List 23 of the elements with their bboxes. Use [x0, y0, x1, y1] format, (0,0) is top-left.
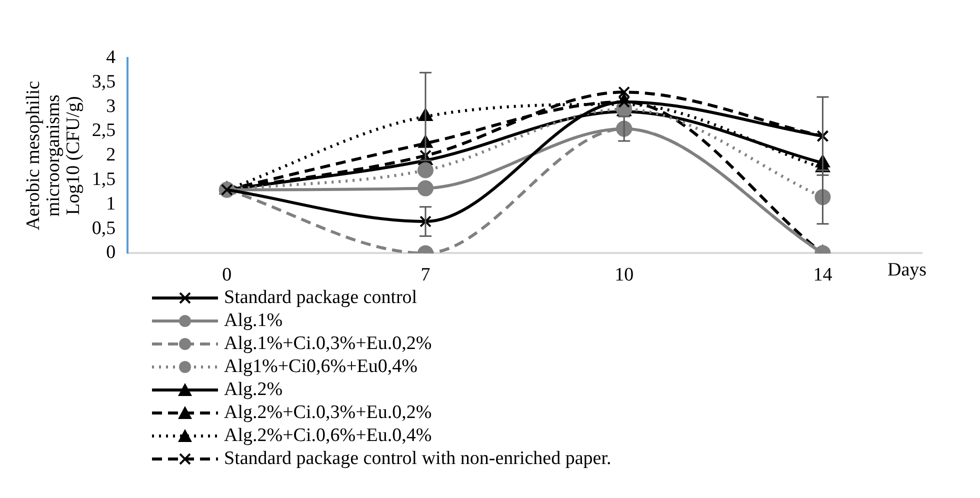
y-tick-label: 3 — [106, 96, 116, 117]
legend-label: Alg.1%+Ci.0,3%+Eu.0,2% — [224, 332, 432, 355]
legend-label: Alg1%+Ci0,6%+Eu0,4% — [224, 355, 418, 378]
x-tick-label: 14 — [813, 264, 833, 286]
y-tick-label: 0 — [106, 242, 116, 264]
legend-label: Alg.2%+Ci.0,6%+Eu.0,4% — [224, 424, 432, 447]
legend-label: Standard package control — [224, 286, 418, 309]
y-axis-title: Aerobic mesophilic microorganisms Log10 (CFU/g) — [22, 80, 84, 230]
legend-label: Alg.2% — [224, 378, 283, 401]
y-tick-label: 2,5 — [92, 120, 116, 142]
y-tick-label: 2 — [106, 144, 116, 166]
y-tick-label: 3,5 — [92, 71, 116, 92]
y-tick-label: 1 — [106, 193, 116, 214]
legend-label: Standard package control with non-enriched paper. — [224, 447, 612, 470]
x-tick-label: 10 — [614, 264, 634, 286]
y-tick-label: 0,5 — [92, 218, 116, 239]
y-tick-label: 4 — [106, 46, 116, 68]
legend-label: Alg.2%+Ci.0,3%+Eu.0,2% — [224, 401, 432, 424]
x-tick-label: 0 — [222, 264, 232, 286]
legend-label: Alg.1% — [224, 309, 283, 332]
x-tick-label: 7 — [420, 264, 430, 286]
y-tick-label: 1,5 — [92, 168, 116, 190]
x-axis-title: Days — [887, 260, 927, 281]
